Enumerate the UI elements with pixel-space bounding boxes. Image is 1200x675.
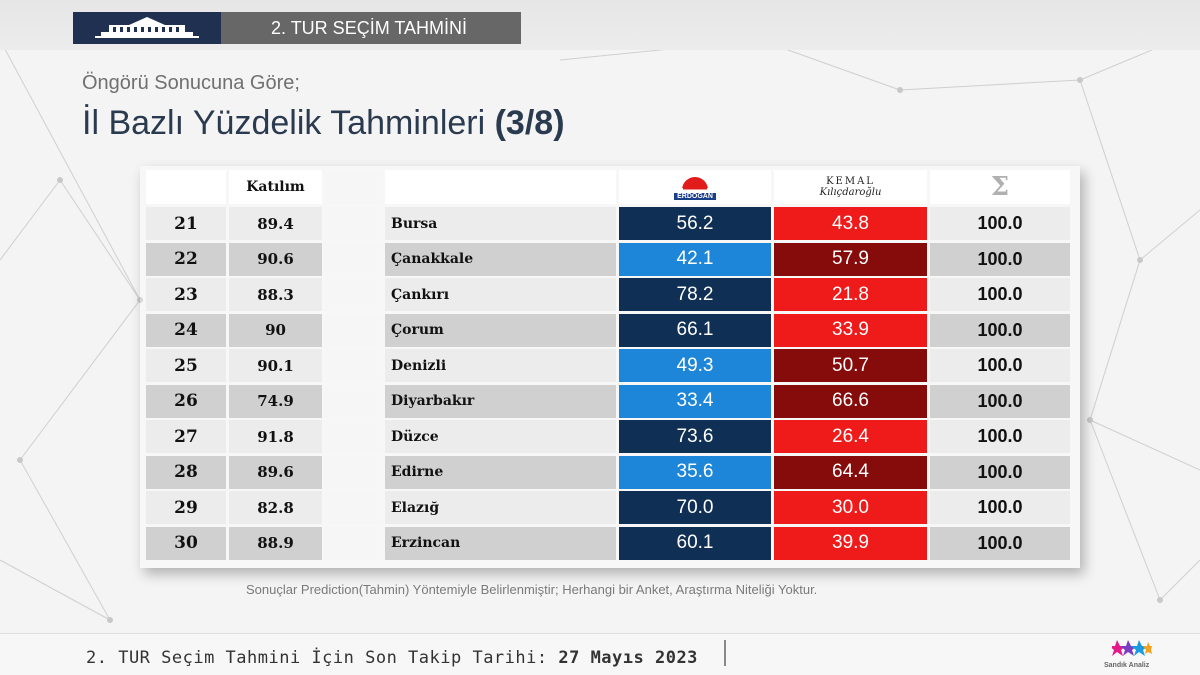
row-number: 23 — [146, 278, 226, 312]
footer-text: 2. TUR Seçim Tahmini İçin Son Takip Tari… — [86, 648, 698, 668]
header-spacer — [325, 170, 383, 204]
page-title-text: İl Bazlı Yüzdelik Tahminleri — [82, 104, 486, 142]
kilicdaroglu-logo-line2: Kılıçdaroğlu — [819, 187, 882, 198]
row-erdogan-share: 66.1 — [619, 313, 771, 347]
row-erdogan-share: 49.3 — [619, 349, 771, 383]
header-province-cell — [385, 170, 616, 204]
row-kilicdaroglu-share: 30.0 — [774, 491, 927, 525]
row-total: 100.0 — [930, 242, 1070, 276]
row-spacer — [325, 207, 383, 241]
row-number: 30 — [146, 526, 226, 560]
row-erdogan-share: 78.2 — [619, 278, 771, 312]
row-number: 24 — [146, 313, 226, 347]
row-kilicdaroglu-share: 57.9 — [774, 242, 927, 276]
row-spacer — [325, 420, 383, 454]
row-province: Çankırı — [385, 278, 616, 312]
row-erdogan-share: 35.6 — [619, 455, 771, 489]
row-participation: 74.9 — [229, 384, 322, 418]
row-province: Denizli — [385, 349, 616, 383]
row-kilicdaroglu-share: 50.7 — [774, 349, 927, 383]
header-participation: Katılım — [229, 170, 322, 204]
brand-name: Sandık Analiz — [1104, 662, 1150, 669]
row-spacer — [325, 242, 383, 276]
row-participation: 89.4 — [229, 207, 322, 241]
row-number: 27 — [146, 420, 226, 454]
row-spacer — [325, 349, 383, 383]
erdogan-logo-icon — [677, 176, 713, 197]
row-participation: 89.6 — [229, 455, 322, 489]
subtitle: Öngörü Sonucuna Göre; — [82, 72, 300, 94]
footer-bar — [0, 633, 1200, 675]
kilicdaroglu-logo-line1: KEMAL — [826, 176, 875, 187]
row-spacer — [325, 278, 383, 312]
row-erdogan-share: 60.1 — [619, 526, 771, 560]
row-total: 100.0 — [930, 207, 1070, 241]
row-participation: 91.8 — [229, 420, 322, 454]
row-erdogan-share: 56.2 — [619, 207, 771, 241]
footer-date: 27 Mayıs 2023 — [558, 648, 698, 668]
row-total: 100.0 — [930, 278, 1070, 312]
header-erdogan: ERDOĞAN — [619, 170, 771, 204]
row-spacer — [325, 526, 383, 560]
palace-icon — [95, 17, 199, 38]
row-participation: 90.6 — [229, 242, 322, 276]
row-province: Edirne — [385, 455, 616, 489]
row-province: Çorum — [385, 313, 616, 347]
sigma-icon: Σ — [990, 172, 1010, 202]
presidential-palace-logo — [73, 12, 221, 44]
row-total: 100.0 — [930, 420, 1070, 454]
row-participation: 90 — [229, 313, 322, 347]
sandik-analiz-logo-icon — [1112, 640, 1152, 656]
row-province: Diyarbakır — [385, 384, 616, 418]
row-number: 26 — [146, 384, 226, 418]
row-erdogan-share: 73.6 — [619, 420, 771, 454]
row-total: 100.0 — [930, 384, 1070, 418]
row-participation: 88.3 — [229, 278, 322, 312]
row-total: 100.0 — [930, 349, 1070, 383]
row-total: 100.0 — [930, 313, 1070, 347]
row-total: 100.0 — [930, 455, 1070, 489]
page-title: İl Bazlı Yüzdelik Tahminleri (3/8) — [82, 104, 565, 143]
row-participation: 82.8 — [229, 491, 322, 525]
erdogan-name: ERDOĞAN — [674, 192, 716, 200]
header-number-cell — [146, 170, 226, 204]
row-participation: 90.1 — [229, 349, 322, 383]
row-number: 28 — [146, 455, 226, 489]
row-kilicdaroglu-share: 64.4 — [774, 455, 927, 489]
row-kilicdaroglu-share: 66.6 — [774, 384, 927, 418]
row-number: 25 — [146, 349, 226, 383]
row-number: 22 — [146, 242, 226, 276]
row-total: 100.0 — [930, 491, 1070, 525]
row-kilicdaroglu-share: 39.9 — [774, 526, 927, 560]
row-participation: 88.9 — [229, 526, 322, 560]
footer-label: 2. TUR Seçim Tahmini İçin Son Takip Tari… — [86, 648, 548, 668]
row-number: 21 — [146, 207, 226, 241]
row-kilicdaroglu-share: 43.8 — [774, 207, 927, 241]
row-province: Düzce — [385, 420, 616, 454]
banner-title: 2. TUR SEÇİM TAHMİNİ — [221, 12, 521, 44]
row-spacer — [325, 455, 383, 489]
header-sum: Σ — [930, 170, 1070, 204]
row-province: Çanakkale — [385, 242, 616, 276]
row-number: 29 — [146, 491, 226, 525]
row-province: Elazığ — [385, 491, 616, 525]
header-kilicdaroglu: KEMAL Kılıçdaroğlu — [774, 170, 927, 204]
row-erdogan-share: 70.0 — [619, 491, 771, 525]
row-total: 100.0 — [930, 526, 1070, 560]
row-kilicdaroglu-share: 33.9 — [774, 313, 927, 347]
footer-divider — [724, 640, 726, 666]
row-province: Erzincan — [385, 526, 616, 560]
row-spacer — [325, 313, 383, 347]
row-erdogan-share: 42.1 — [619, 242, 771, 276]
disclaimer-note: Sonuçlar Prediction(Tahmin) Yöntemiyle B… — [246, 582, 818, 597]
row-kilicdaroglu-share: 21.8 — [774, 278, 927, 312]
row-province: Bursa — [385, 207, 616, 241]
row-erdogan-share: 33.4 — [619, 384, 771, 418]
row-spacer — [325, 384, 383, 418]
row-spacer — [325, 491, 383, 525]
page-indicator: (3/8) — [494, 104, 565, 142]
row-kilicdaroglu-share: 26.4 — [774, 420, 927, 454]
